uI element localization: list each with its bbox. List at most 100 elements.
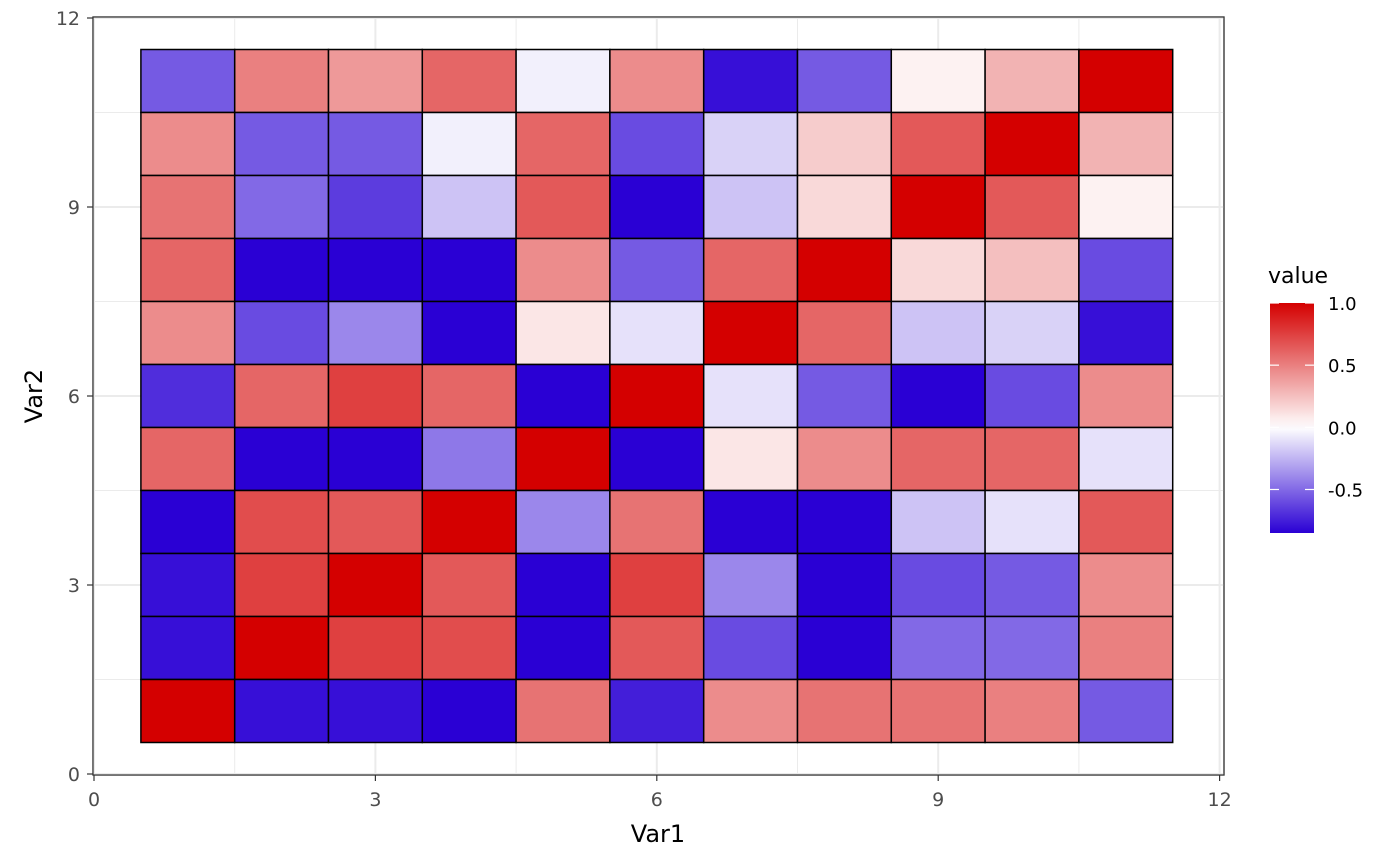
- heatmap-tile: [796, 552, 893, 618]
- heatmap-tile: [140, 426, 236, 492]
- heatmap-tile: [421, 363, 517, 429]
- heatmap-tile: [140, 300, 236, 366]
- heatmap-tile: [327, 111, 424, 177]
- heatmap-tile: [984, 237, 1080, 303]
- heatmap-tile: [421, 174, 517, 240]
- heatmap-tile: [233, 111, 330, 177]
- heatmap-tile: [702, 678, 799, 744]
- heatmap-tile: [984, 300, 1080, 366]
- heatmap-tile: [609, 48, 705, 114]
- heatmap-tile: [233, 363, 330, 429]
- heatmap-tile: [327, 48, 424, 114]
- heatmap-tile: [421, 552, 517, 618]
- heatmap-tile: [890, 678, 986, 744]
- legend-label: 1.0: [1328, 294, 1357, 315]
- heatmap-tile: [140, 237, 236, 303]
- heatmap-tile: [796, 174, 893, 240]
- heatmap-tile: [609, 615, 705, 681]
- heatmap-tile: [1078, 363, 1174, 429]
- legend-title: value: [1268, 264, 1328, 289]
- heatmap-tile: [515, 615, 611, 681]
- heatmap-tile: [609, 300, 705, 366]
- heatmap-tile: [421, 489, 517, 555]
- heatmap-tile: [702, 237, 799, 303]
- heatmap-tile: [327, 300, 424, 366]
- heatmap-tile: [1078, 489, 1174, 555]
- heatmap-tile: [140, 48, 236, 114]
- heatmap-tile: [515, 48, 611, 114]
- heatmap-tile: [515, 174, 611, 240]
- heatmap-tile: [984, 426, 1080, 492]
- heatmap-tile: [1078, 174, 1174, 240]
- legend-label: -0.5: [1328, 480, 1363, 501]
- heatmap-tile: [1078, 552, 1174, 618]
- heatmap-tile: [702, 111, 799, 177]
- heatmap-tile: [984, 48, 1080, 114]
- heatmap-tile: [796, 300, 893, 366]
- heatmap-tile: [515, 552, 611, 618]
- x-tick-label: 3: [369, 789, 381, 811]
- heatmap-tile: [984, 174, 1080, 240]
- heatmap-tile: [984, 111, 1080, 177]
- heatmap-tile: [233, 48, 330, 114]
- heatmap-tiles: [140, 48, 1174, 744]
- heatmap-tile: [890, 174, 986, 240]
- heatmap-tile: [1078, 615, 1174, 681]
- heatmap-tile: [421, 237, 517, 303]
- heatmap-tile: [1078, 111, 1174, 177]
- legend-colorbar: [1270, 303, 1314, 533]
- color-legend: value 1.0 0.5 0.0 -0.5: [1268, 264, 1363, 533]
- heatmap-tile: [515, 678, 611, 744]
- heatmap-tile: [702, 552, 799, 618]
- heatmap-tile: [890, 111, 986, 177]
- heatmap-tile: [702, 174, 799, 240]
- heatmap-tile: [421, 615, 517, 681]
- heatmap-tile: [327, 237, 424, 303]
- heatmap-tile: [984, 615, 1080, 681]
- heatmap-tile: [1078, 237, 1174, 303]
- heatmap-tile: [140, 111, 236, 177]
- heatmap-tile: [1078, 300, 1174, 366]
- heatmap-tile: [609, 552, 705, 618]
- heatmap-tile: [1078, 678, 1174, 744]
- y-tick-label: 3: [68, 575, 80, 597]
- y-tick-label: 6: [68, 386, 80, 408]
- heatmap-tile: [233, 174, 330, 240]
- heatmap-tile: [890, 552, 986, 618]
- heatmap-tile: [984, 552, 1080, 618]
- y-axis-title: Var2: [20, 369, 48, 423]
- heatmap-tile: [233, 678, 330, 744]
- heatmap-tile: [609, 111, 705, 177]
- heatmap-tile: [890, 489, 986, 555]
- heatmap-tile: [984, 678, 1080, 744]
- heatmap-tile: [609, 489, 705, 555]
- heatmap-tile: [421, 48, 517, 114]
- heatmap-tile: [140, 552, 236, 618]
- heatmap-tile: [890, 300, 986, 366]
- heatmap-tile: [609, 678, 705, 744]
- heatmap-tile: [515, 300, 611, 366]
- heatmap-tile: [140, 174, 236, 240]
- x-tick-label: 6: [651, 789, 663, 811]
- y-tick-label: 12: [56, 8, 80, 30]
- heatmap-tile: [327, 489, 424, 555]
- heatmap-tile: [609, 174, 705, 240]
- heatmap-tile: [702, 489, 799, 555]
- heatmap-tile: [609, 426, 705, 492]
- heatmap-tile: [796, 363, 893, 429]
- heatmap-tile: [233, 615, 330, 681]
- heatmap-tile: [796, 615, 893, 681]
- heatmap-tile: [515, 237, 611, 303]
- heatmap-tile: [796, 237, 893, 303]
- heatmap-tile: [890, 615, 986, 681]
- heatmap-tile: [702, 363, 799, 429]
- heatmap-tile: [515, 363, 611, 429]
- heatmap-tile: [140, 678, 236, 744]
- x-tick-label: 9: [932, 789, 944, 811]
- heatmap-tile: [421, 678, 517, 744]
- heatmap-tile: [984, 489, 1080, 555]
- heatmap-tile: [890, 426, 986, 492]
- legend-label: 0.5: [1328, 356, 1357, 377]
- heatmap-tile: [327, 552, 424, 618]
- heatmap-tile: [702, 426, 799, 492]
